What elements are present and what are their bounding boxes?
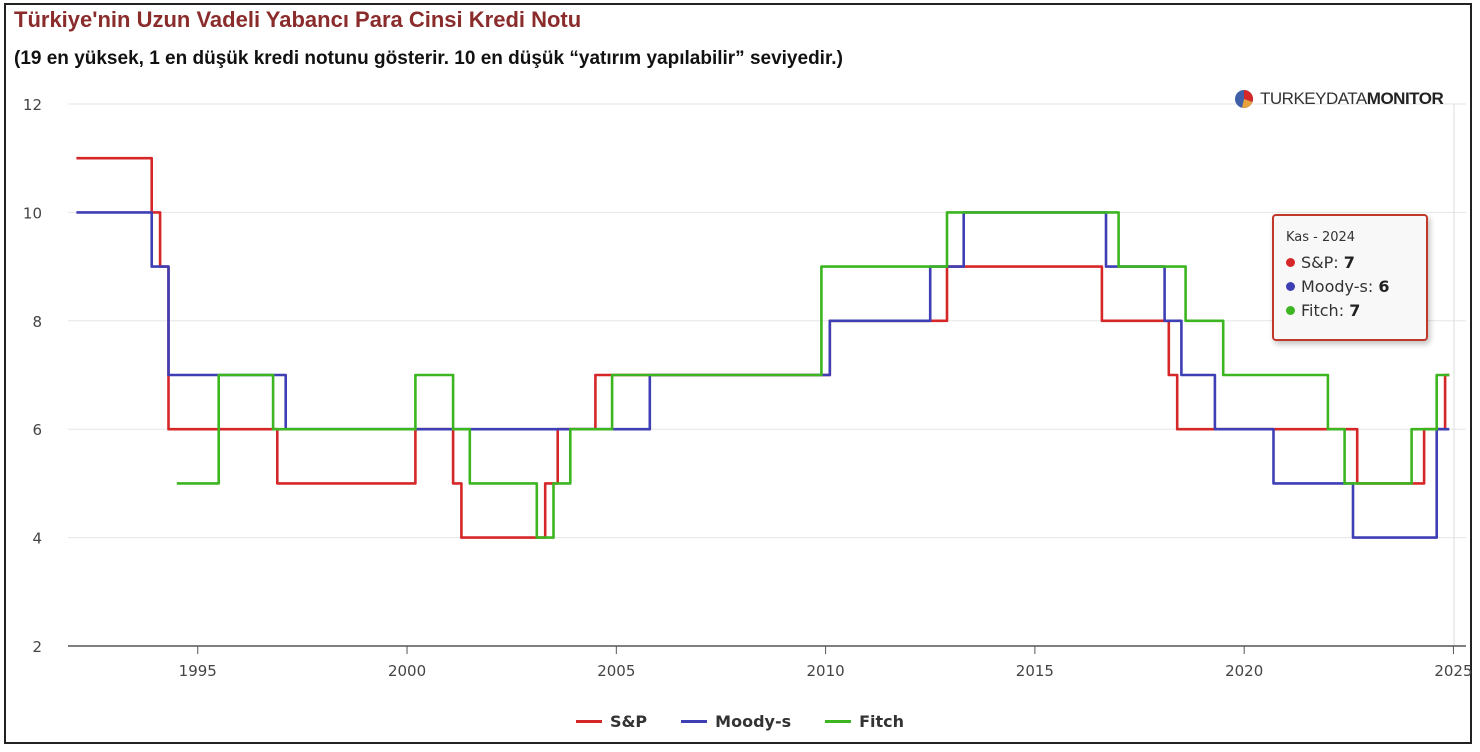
x-tick-label: 2025 <box>1434 662 1472 680</box>
fitch-swatch-icon <box>825 720 852 723</box>
legend-label: S&P <box>609 712 648 731</box>
tooltip-label: Fitch: <box>1301 301 1345 320</box>
tooltip-label: Moody-s: <box>1301 277 1374 296</box>
chart-subtitle: (19 en yüksek, 1 en düşük kredi notunu g… <box>14 48 843 69</box>
legend-item-sp[interactable]: S&P <box>575 712 648 731</box>
legend-item-moodys[interactable]: Moody-s <box>681 712 791 731</box>
sp-dot-icon <box>1286 258 1295 267</box>
chart-title: Türkiye'nin Uzun Vadeli Yabancı Para Cin… <box>14 7 582 32</box>
x-tick-label: 2010 <box>807 662 845 680</box>
y-tick-label: 2 <box>32 638 42 656</box>
moodys-swatch-icon <box>681 720 708 723</box>
chart-tooltip: Kas - 2024 S&P: 7 Moody-s: 6 Fitch: 7 <box>1272 214 1428 341</box>
y-tick-label: 4 <box>32 530 42 548</box>
chart-frame <box>4 3 1472 744</box>
legend-label: Fitch <box>859 712 905 731</box>
y-tick-label: 10 <box>23 204 42 222</box>
brand-logo: TURKEYDATAMONITOR <box>1234 89 1444 109</box>
tooltip-date: Kas - 2024 <box>1286 230 1356 245</box>
legend-label: Moody-s <box>715 712 792 731</box>
pie-logo-icon <box>1235 89 1254 109</box>
tooltip-value: 6 <box>1378 277 1390 296</box>
y-tick-label: 8 <box>32 313 42 331</box>
x-tick-label: 1995 <box>179 662 217 680</box>
logo-text-light: TURKEYDATA <box>1260 89 1367 108</box>
x-tick-label: 2000 <box>388 662 426 680</box>
tooltip-value: 7 <box>1343 253 1355 272</box>
x-tick-label: 2015 <box>1016 662 1054 680</box>
x-tick-label: 2020 <box>1225 662 1263 680</box>
series-line-sp <box>76 156 1450 539</box>
fitch-dot-icon <box>1286 306 1295 315</box>
moodys-dot-icon <box>1286 282 1295 291</box>
tooltip-value: 7 <box>1349 301 1361 320</box>
tooltip-row-moodys: Moody-s: 6 <box>1286 275 1426 299</box>
y-tick-label: 6 <box>32 421 42 439</box>
sp-swatch-icon <box>575 720 602 723</box>
x-tick-label: 2005 <box>597 662 635 680</box>
tooltip-row-sp: S&P: 7 <box>1286 251 1426 275</box>
tooltip-row-fitch: Fitch: 7 <box>1286 299 1426 323</box>
legend-item-fitch[interactable]: Fitch <box>825 712 904 731</box>
tooltip-label: S&P: <box>1301 253 1339 272</box>
series-line-fitch <box>176 211 1450 539</box>
logo-text-bold: MONITOR <box>1366 89 1444 108</box>
chart-legend: S&P Moody-s Fitch <box>0 712 1480 731</box>
y-tick-label: 12 <box>23 96 42 114</box>
